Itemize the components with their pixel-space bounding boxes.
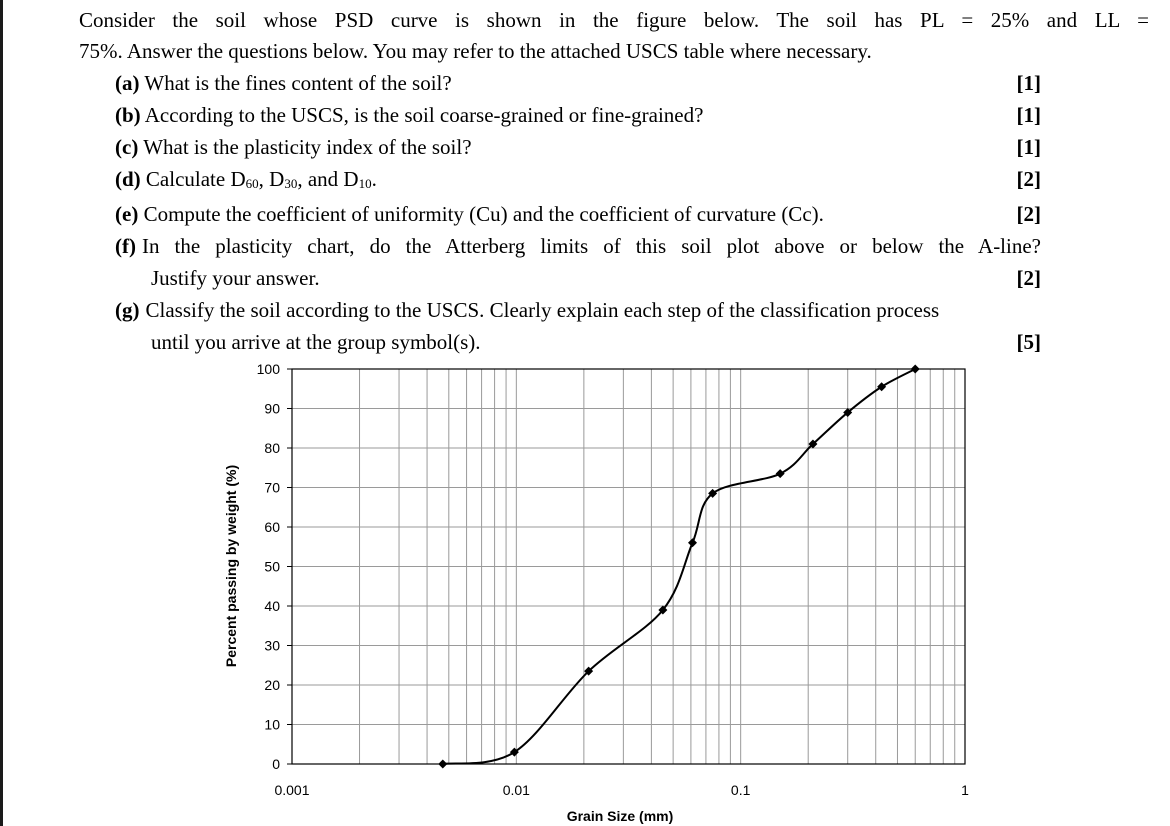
question-f-line-1: (f) In the plasticity chart, do the Atte… — [115, 230, 1041, 262]
y-tick-label: 40 — [264, 598, 280, 614]
question-c: (c) What is the plasticity index of the … — [115, 131, 1041, 163]
subscript-60: 60 — [245, 176, 259, 191]
question-label: (d) — [115, 167, 141, 191]
question-marks: [1] — [1016, 71, 1042, 95]
y-tick-label: 90 — [264, 401, 280, 417]
y-tick-label: 70 — [264, 480, 280, 496]
data-point-marker — [775, 469, 785, 479]
question-label: (c) — [115, 135, 139, 159]
y-tick-label: 10 — [264, 717, 280, 733]
x-tick-label: 0.01 — [503, 782, 530, 798]
intro-line-2: 75%. Answer the questions below. You may… — [79, 39, 872, 63]
data-point-marker — [843, 407, 853, 417]
question-text-line-1: Classify the soil according to the USCS.… — [145, 298, 940, 322]
question-label: (e) — [115, 202, 139, 226]
question-text: What is the plasticity index of the soil… — [143, 135, 472, 159]
question-label: (g) — [115, 298, 140, 322]
data-point-marker — [658, 605, 668, 615]
data-point-marker — [708, 488, 718, 498]
y-tick-label: 100 — [257, 361, 281, 377]
question-marks: [1] — [1016, 103, 1042, 127]
x-ticks: 0.001 0.01 0.1 1 — [274, 782, 969, 798]
question-f: (f) In the plasticity chart, do the Atte… — [115, 230, 1041, 294]
question-marks: [2] — [1016, 202, 1042, 226]
text-part: . — [371, 167, 377, 191]
question-a: (a) What is the fines content of the soi… — [115, 67, 1041, 99]
text-part: , D — [258, 167, 285, 191]
x-tick-label: 1 — [961, 782, 969, 798]
question-e: (e) Compute the coefficient of uniformit… — [115, 198, 1041, 230]
y-tick-label: 80 — [264, 440, 280, 456]
data-point-marker — [688, 538, 698, 548]
y-tick-label: 0 — [272, 756, 280, 772]
question-label: (a) — [115, 71, 140, 95]
question-text-line-2: Justify your answer. — [151, 266, 320, 290]
x-tick-label: 0.001 — [274, 782, 309, 798]
data-point-marker — [584, 666, 594, 676]
question-marks: [5] — [1016, 330, 1042, 354]
question-text: What is the fines content of the soil? — [144, 71, 452, 95]
text-part: , and D — [297, 167, 359, 191]
subscript-30: 30 — [284, 176, 298, 191]
question-b: (b) According to the USCS, is the soil c… — [115, 99, 1041, 131]
question-text-line-2: until you arrive at the group symbol(s). — [151, 330, 481, 354]
question-text-line-1: In the plasticity chart, do the Atterber… — [141, 234, 1041, 258]
y-ticks: 0 10 20 30 40 50 60 70 80 90 100 — [257, 361, 292, 772]
question-label: (f) — [115, 234, 136, 258]
x-tick-label: 0.1 — [731, 782, 751, 798]
data-point-marker — [808, 439, 818, 449]
psd-chart: 0 10 20 30 40 50 60 70 80 90 100 0.001 0.01 0.1 1 Per… — [223, 361, 969, 824]
intro-line-1: Consider the soil whose PSD curve is sho… — [79, 8, 1149, 32]
data-point-marker — [509, 747, 519, 757]
x-axis-label: Grain Size (mm) — [567, 808, 674, 824]
data-point-marker — [438, 759, 448, 769]
subscript-10: 10 — [358, 176, 372, 191]
question-text: Calculate D60, D30, and D10. — [146, 167, 377, 191]
y-tick-label: 50 — [264, 559, 280, 575]
question-text: Compute the coefficient of uniformity (C… — [143, 202, 824, 226]
left-edge-rule — [0, 0, 3, 826]
psd-markers — [438, 364, 920, 769]
psd-curve — [442, 368, 916, 765]
text-part: Calculate D — [145, 167, 246, 191]
question-marks: [1] — [1016, 135, 1042, 159]
data-point-marker — [910, 364, 920, 374]
question-d: (d) Calculate D60, D30, and D10. [2] — [115, 163, 1041, 198]
data-point-marker — [877, 382, 887, 392]
grid — [292, 369, 965, 764]
problem-intro: Consider the soil whose PSD curve is sho… — [79, 5, 1149, 67]
y-tick-label: 20 — [264, 677, 280, 693]
question-list: (a) What is the fines content of the soi… — [115, 67, 1041, 358]
y-tick-label: 60 — [264, 519, 280, 535]
y-axis-label: Percent passing by weight (%) — [223, 465, 239, 667]
y-tick-label: 30 — [264, 638, 280, 654]
question-label: (b) — [115, 103, 141, 127]
question-text: According to the USCS, is the soil coars… — [144, 103, 704, 127]
question-g-line-1: (g) Classify the soil according to the U… — [115, 294, 1041, 326]
question-marks: [2] — [1016, 167, 1042, 191]
question-g: (g) Classify the soil according to the U… — [115, 294, 1041, 358]
question-marks: [2] — [1016, 266, 1042, 290]
